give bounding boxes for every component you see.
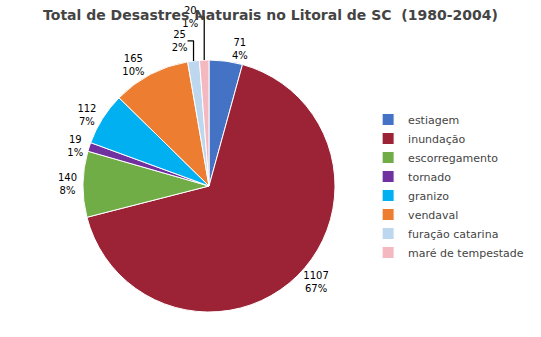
svg-text:granizo: granizo [408,190,449,203]
svg-text:252%: 252% [172,29,188,53]
svg-text:maré de tempestade: maré de tempestade [408,247,524,260]
svg-text:estiagem: estiagem [408,114,459,127]
svg-text:1127%: 1127% [77,103,96,127]
svg-text:16510%: 16510% [122,53,144,77]
svg-text:furação catarina: furação catarina [408,228,498,241]
svg-text:inundação: inundação [408,133,465,146]
svg-text:110767%: 110767% [303,270,328,294]
svg-text:201%: 201% [182,5,198,29]
svg-text:1408%: 1408% [58,172,77,196]
svg-text:191%: 191% [67,134,83,158]
svg-text:escorregamento: escorregamento [408,152,498,165]
svg-text:tornado: tornado [408,171,451,184]
svg-text:Total de Desastres Naturais no: Total de Desastres Naturais no Litoral d… [43,7,498,23]
svg-text:vendaval: vendaval [408,209,458,222]
svg-text:714%: 714% [232,37,248,61]
